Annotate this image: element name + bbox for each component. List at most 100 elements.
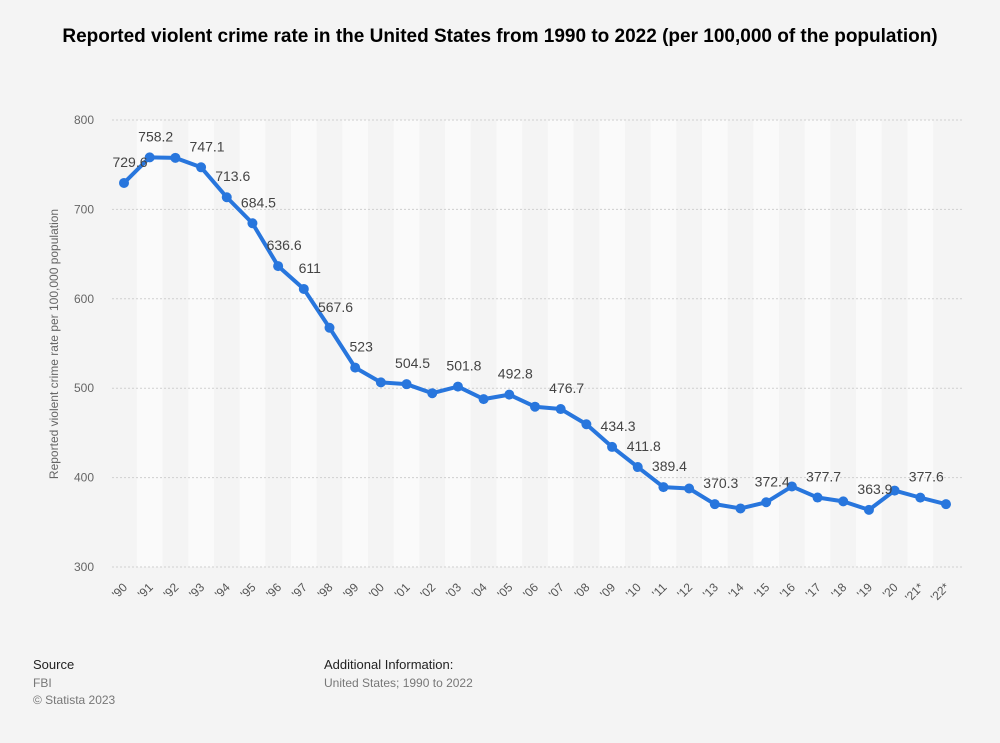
data-label: 363.9 (857, 481, 892, 497)
copyright: © Statista 2023 (33, 693, 116, 707)
data-point (144, 152, 155, 163)
data-point (273, 261, 284, 272)
line-chart: 300 400 500 600 700 800 Reported violent crim… (47, 113, 962, 604)
x-tick-label: '01 (392, 580, 413, 601)
x-tick-label: '13 (700, 580, 721, 601)
data-label: 377.6 (909, 469, 944, 485)
x-tick-label: '12 (674, 580, 695, 601)
x-tick-label: '09 (597, 580, 618, 601)
data-label: 567.6 (318, 299, 353, 315)
column-band (342, 120, 369, 567)
column-band (547, 120, 574, 567)
x-tick-label: '98 (315, 580, 336, 601)
data-point (581, 419, 592, 430)
data-label: 611 (299, 260, 322, 276)
x-tick-label: '19 (854, 580, 875, 601)
data-point (684, 483, 695, 494)
data-label: 504.5 (395, 355, 430, 371)
data-point (555, 404, 566, 415)
x-tick-label: '15 (751, 580, 772, 601)
data-point (812, 492, 823, 503)
data-label: 713.6 (215, 168, 250, 184)
x-tick-label: '93 (186, 580, 207, 601)
x-tick-label: '99 (340, 580, 361, 601)
x-tick-label: '03 (443, 580, 464, 601)
source-heading: Source (33, 657, 75, 672)
column-band (650, 120, 677, 567)
y-tick-label: 300 (74, 560, 94, 574)
column-band (753, 120, 780, 567)
data-point (632, 462, 643, 473)
data-point (863, 504, 874, 515)
x-tick-label: '17 (803, 580, 824, 601)
data-point (401, 379, 412, 390)
x-tick-label: '16 (777, 580, 798, 601)
column-band (239, 120, 266, 567)
data-point (119, 177, 129, 188)
data-label: 434.3 (601, 418, 636, 434)
y-tick-label: 700 (74, 202, 94, 216)
x-tick-label: '07 (546, 580, 567, 601)
data-label: 501.8 (446, 358, 481, 374)
source-link[interactable]: FBI (33, 676, 52, 690)
x-tick-label: '94 (212, 580, 233, 601)
y-tick-label: 500 (74, 381, 94, 395)
data-label: 492.8 (498, 366, 533, 382)
source-block: Source FBI © Statista 2023 (33, 657, 115, 707)
data-point (838, 496, 849, 507)
y-axis-label: Reported violent crime rate per 100,000 … (47, 209, 61, 479)
data-point (941, 499, 951, 510)
data-label: 411.8 (627, 438, 661, 454)
data-point (735, 503, 746, 514)
data-point (324, 322, 335, 333)
data-point (607, 441, 618, 452)
column-band (856, 120, 882, 567)
data-label: 636.6 (267, 237, 302, 253)
data-point (709, 499, 720, 510)
data-label: 370.3 (703, 475, 738, 491)
data-point (889, 485, 900, 496)
x-tick-label: '06 (520, 580, 541, 601)
additional-info-block: Additional Information: United States; 1… (324, 657, 473, 690)
data-label: 377.7 (806, 469, 841, 485)
column-band (445, 120, 471, 567)
column-band (188, 120, 214, 567)
x-tick-label: '02 (417, 580, 438, 601)
x-tick-label: '21* (902, 580, 926, 604)
x-tick-label: '22* (928, 580, 952, 604)
data-label: 523 (350, 339, 374, 355)
x-tick-label: '10 (623, 580, 644, 601)
x-tick-label: '05 (494, 580, 515, 601)
data-point (915, 492, 926, 503)
data-label: 747.1 (190, 138, 225, 154)
x-tick-label: '14 (726, 580, 747, 601)
data-label: 372.4 (755, 473, 790, 489)
x-tick-label: '08 (572, 580, 593, 601)
additional-info-text: United States; 1990 to 2022 (324, 676, 473, 690)
x-tick-label: '18 (828, 580, 849, 601)
data-point (221, 192, 232, 203)
x-tick-label: '00 (366, 580, 387, 601)
data-point (375, 377, 386, 388)
column-band (907, 120, 934, 567)
data-label: 684.5 (241, 194, 276, 210)
x-tick-label: '92 (161, 580, 182, 601)
column-band (496, 120, 523, 567)
x-tick-label: '97 (289, 580, 310, 601)
data-point (427, 388, 438, 399)
data-point (478, 394, 489, 405)
data-point (452, 381, 463, 392)
y-tick-label: 800 (74, 113, 94, 127)
data-label: 389.4 (652, 458, 687, 474)
x-tick-label: '11 (649, 580, 670, 601)
x-tick-label: '91 (135, 580, 156, 601)
column-band (701, 120, 728, 567)
column-band (599, 120, 625, 567)
data-point (350, 362, 361, 373)
x-tick-label: '95 (238, 580, 259, 601)
column-band (290, 120, 317, 567)
y-tick-label: 600 (74, 292, 94, 306)
data-point (170, 152, 181, 163)
data-label: 758.2 (138, 128, 173, 144)
data-label: 729.6 (112, 154, 147, 170)
